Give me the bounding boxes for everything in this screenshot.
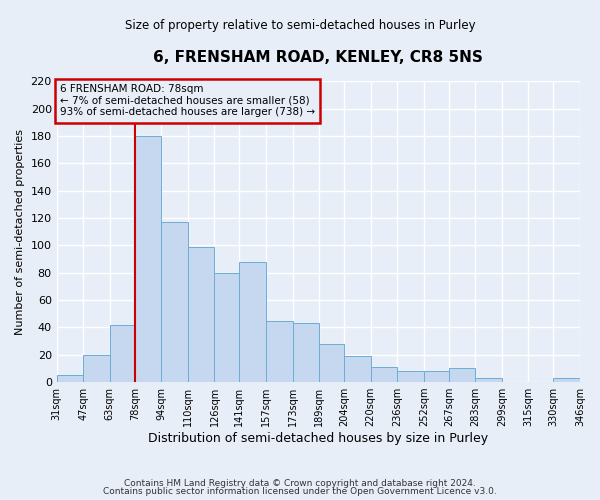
Bar: [110, 324, 135, 382]
Text: Size of property relative to semi-detached houses in Purley: Size of property relative to semi-detach…: [125, 20, 475, 32]
Bar: [83, 355, 110, 382]
Bar: [214, 273, 239, 382]
Bar: [475, 378, 502, 382]
Bar: [344, 356, 371, 382]
X-axis label: Distribution of semi-detached houses by size in Purley: Distribution of semi-detached houses by …: [148, 432, 488, 445]
Text: 6 FRENSHAM ROAD: 78sqm
← 7% of semi-detached houses are smaller (58)
93% of semi: 6 FRENSHAM ROAD: 78sqm ← 7% of semi-deta…: [60, 84, 315, 117]
Bar: [449, 368, 475, 382]
Bar: [293, 324, 319, 382]
Bar: [397, 371, 424, 382]
Bar: [553, 378, 580, 382]
Text: Contains public sector information licensed under the Open Government Licence v3: Contains public sector information licen…: [103, 487, 497, 496]
Bar: [424, 371, 449, 382]
Bar: [319, 344, 344, 382]
Bar: [56, 376, 83, 382]
Bar: [239, 262, 266, 382]
Y-axis label: Number of semi-detached properties: Number of semi-detached properties: [15, 129, 25, 335]
Bar: [135, 136, 161, 382]
Bar: [188, 247, 214, 382]
Bar: [161, 222, 188, 382]
Bar: [371, 367, 397, 382]
Bar: [266, 320, 293, 382]
Text: Contains HM Land Registry data © Crown copyright and database right 2024.: Contains HM Land Registry data © Crown c…: [124, 478, 476, 488]
Title: 6, FRENSHAM ROAD, KENLEY, CR8 5NS: 6, FRENSHAM ROAD, KENLEY, CR8 5NS: [154, 50, 483, 65]
